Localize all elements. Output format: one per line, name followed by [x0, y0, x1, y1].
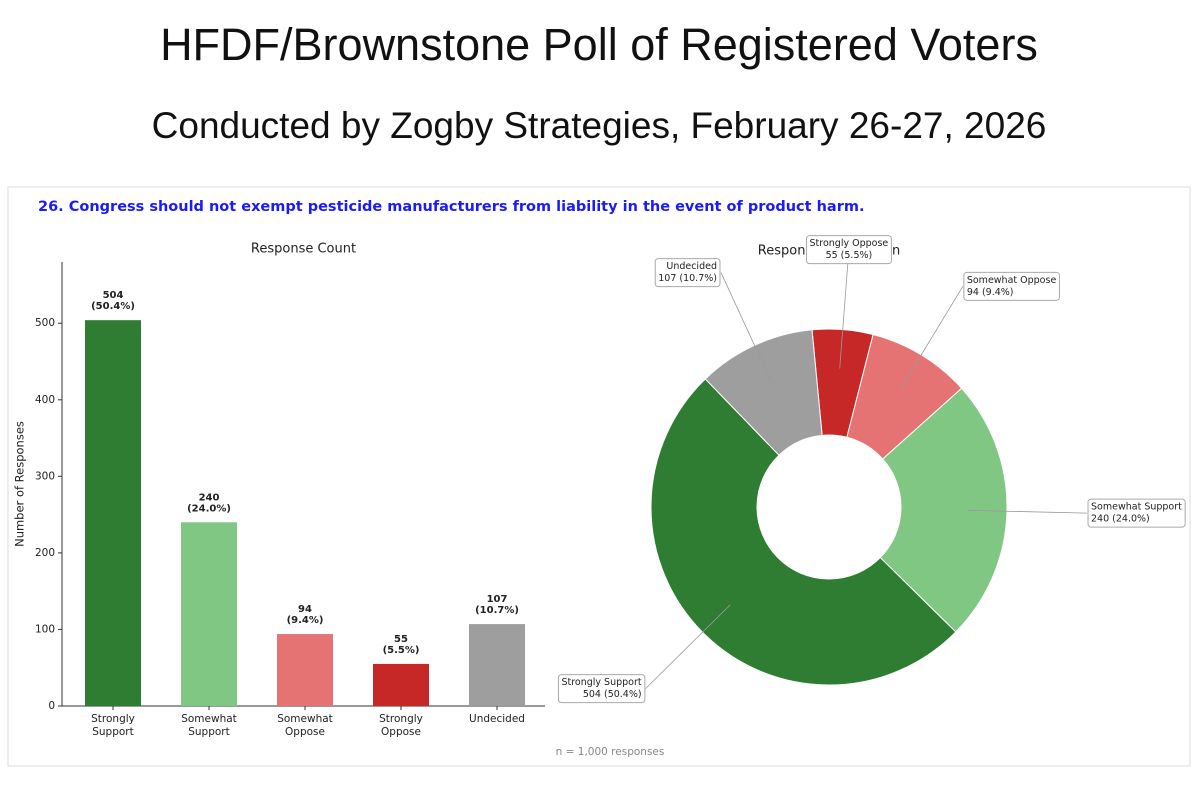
y-tick-label: 500 — [35, 317, 55, 329]
page-subtitle: Conducted by Zogby Strategies, February … — [152, 105, 1047, 146]
value-label: 107 (10.7%) — [475, 594, 519, 616]
slice-value-label: 55 (5.5%) — [826, 250, 873, 261]
y-axis-label: Number of Responses — [13, 421, 27, 547]
x-tick-label: Strongly Oppose — [379, 713, 423, 738]
y-tick-label: 0 — [48, 700, 55, 712]
slice-label: Somewhat Support — [1091, 502, 1182, 513]
label-box — [806, 235, 892, 265]
y-tick-label: 200 — [35, 547, 55, 559]
x-tick-label: Strongly Support — [91, 713, 135, 738]
note: n = 1,000 responses — [556, 746, 665, 758]
pie-slice — [704, 329, 823, 456]
pie-slice — [650, 378, 957, 686]
x-tick-label: Somewhat Support — [181, 713, 237, 738]
chart-title: Response Count — [251, 242, 356, 257]
value-label: 94 (9.4%) — [287, 604, 324, 626]
label-box — [557, 674, 646, 704]
slice-label: Undecided — [666, 261, 717, 272]
bar — [181, 522, 237, 706]
slice-value-label: 240 (24.0%) — [1091, 514, 1150, 525]
value-label: 504 (50.4%) — [91, 290, 135, 312]
slice-label: Strongly Oppose — [810, 238, 889, 249]
leader-line — [900, 286, 964, 389]
slice-value-label: 107 (10.7%) — [658, 273, 717, 284]
leader-line — [839, 249, 850, 369]
x-tick-label: Somewhat Oppose — [277, 713, 333, 738]
x-tick-label: Undecided — [469, 713, 525, 725]
value-label: 240 (24.0%) — [187, 492, 231, 514]
leader-line — [967, 509, 1088, 514]
slice-value-label: 94 (9.4%) — [967, 287, 1014, 298]
y-tick-label: 100 — [35, 623, 55, 635]
label-box — [963, 271, 1060, 301]
slice-label: Strongly Support — [561, 677, 641, 688]
label-box — [654, 258, 721, 288]
leader-line — [720, 272, 772, 382]
y-tick-label: 400 — [35, 394, 55, 406]
label-box — [1087, 498, 1186, 528]
slice-label: Somewhat Oppose — [967, 275, 1057, 286]
bar — [85, 320, 141, 706]
value-label: 55 (5.5%) — [383, 634, 420, 656]
pie-slice — [879, 387, 1008, 633]
bar — [277, 634, 333, 706]
leader-line — [645, 604, 731, 689]
bar — [469, 624, 525, 706]
bar — [373, 663, 429, 706]
slice-value-label: 504 (50.4%) — [583, 689, 642, 700]
question: 26. Congress should not exempt pesticide… — [38, 199, 864, 215]
y-tick-label: 300 — [35, 470, 55, 482]
page-title: HFDF/Brownstone Poll of Registered Voter… — [160, 19, 1038, 70]
